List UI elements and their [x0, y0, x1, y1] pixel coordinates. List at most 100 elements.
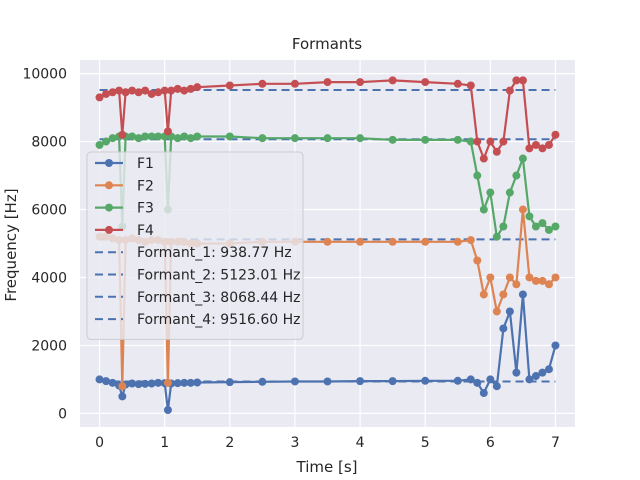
data-point — [173, 134, 182, 143]
data-point — [531, 276, 540, 285]
x-tick-label: 2 — [225, 435, 234, 451]
legend-label: Formant_3: 8068.44 Hz — [137, 290, 301, 306]
data-point — [486, 273, 495, 282]
data-point — [538, 144, 547, 153]
legend-label: Formant_2: 5123.01 Hz — [137, 268, 301, 284]
y-tick-label: 2000 — [31, 338, 67, 354]
legend-marker — [105, 203, 113, 212]
x-tick-label: 1 — [160, 435, 169, 451]
data-point — [147, 89, 156, 98]
data-point — [486, 375, 495, 384]
data-point — [466, 375, 475, 384]
data-point — [512, 280, 521, 289]
data-point — [544, 140, 553, 149]
x-tick-label: 3 — [290, 435, 299, 451]
data-point — [544, 225, 553, 234]
data-point — [225, 378, 234, 387]
data-point — [180, 378, 189, 387]
data-point — [466, 236, 475, 245]
data-point — [134, 134, 143, 143]
data-point — [95, 93, 104, 102]
data-point — [551, 222, 560, 231]
y-tick-label: 8000 — [31, 135, 67, 151]
x-axis-label: Time [s] — [296, 458, 358, 476]
data-point — [479, 154, 488, 163]
data-point — [108, 88, 117, 97]
data-point — [193, 378, 202, 387]
data-point — [544, 365, 553, 374]
data-point — [531, 222, 540, 231]
legend-label: F2 — [137, 178, 154, 194]
data-point — [141, 86, 150, 95]
data-point — [453, 376, 462, 385]
data-point — [147, 379, 156, 388]
data-point — [95, 375, 104, 384]
legend: F1 F2 F3 F4 Formant_1: 938.77 Hz Formant_2: 5… — [86, 151, 304, 340]
legend-marker — [105, 181, 113, 190]
data-point — [356, 134, 365, 143]
data-point — [492, 232, 501, 241]
legend-entry: Formant_1: 938.77 Hz — [95, 245, 292, 261]
data-point — [499, 324, 508, 333]
data-point — [505, 86, 514, 95]
data-point — [180, 132, 189, 141]
data-point — [453, 79, 462, 88]
grid-lines — [80, 60, 575, 427]
data-point — [118, 382, 127, 391]
data-point — [141, 379, 150, 388]
data-point — [479, 290, 488, 299]
data-point — [141, 132, 150, 141]
data-point — [108, 134, 117, 143]
data-point — [147, 132, 156, 141]
data-point — [186, 134, 195, 143]
data-point — [525, 212, 534, 221]
data-point — [154, 378, 163, 387]
y-tick-label: 0 — [58, 406, 67, 422]
legend-entry: F1 — [95, 156, 154, 172]
data-point — [290, 134, 299, 143]
data-point — [186, 84, 195, 93]
data-point — [167, 86, 176, 95]
x-tick-label: 6 — [486, 435, 495, 451]
chart-title: Formants — [292, 35, 362, 53]
x-axis-ticks: 0 1 2 3 4 5 6 7 — [95, 435, 560, 451]
data-point — [154, 88, 163, 97]
data-point — [486, 188, 495, 197]
data-point — [525, 375, 534, 384]
data-point — [258, 377, 267, 386]
x-tick-label: 5 — [421, 435, 430, 451]
data-point — [95, 140, 104, 149]
data-point — [102, 137, 111, 146]
data-point — [505, 188, 514, 197]
data-point — [225, 81, 234, 90]
data-point — [544, 280, 553, 289]
data-point — [128, 86, 137, 95]
legend-marker — [105, 159, 113, 167]
data-point — [163, 406, 172, 415]
data-point — [323, 237, 332, 246]
data-point — [134, 88, 143, 97]
data-point — [102, 89, 111, 98]
legend-box — [86, 151, 304, 340]
legend-label: Formant_1: 938.77 Hz — [137, 245, 292, 261]
data-point — [551, 130, 560, 139]
data-point — [421, 135, 430, 144]
data-point — [128, 379, 137, 388]
data-point — [525, 144, 534, 153]
data-point — [466, 81, 475, 90]
data-point — [479, 205, 488, 214]
legend-label: Formant_4: 9516.60 Hz — [137, 312, 301, 328]
y-axis-ticks: 0 2000 4000 6000 8000 10000 — [22, 67, 67, 423]
data-point — [499, 290, 508, 299]
series-f4 — [95, 76, 560, 163]
data-point — [492, 382, 501, 391]
data-point — [538, 276, 547, 285]
data-point — [258, 79, 267, 88]
data-point — [290, 79, 299, 88]
data-point — [160, 86, 169, 95]
data-point — [356, 237, 365, 246]
data-point — [115, 86, 124, 95]
data-point — [128, 132, 137, 141]
data-point — [538, 368, 547, 377]
